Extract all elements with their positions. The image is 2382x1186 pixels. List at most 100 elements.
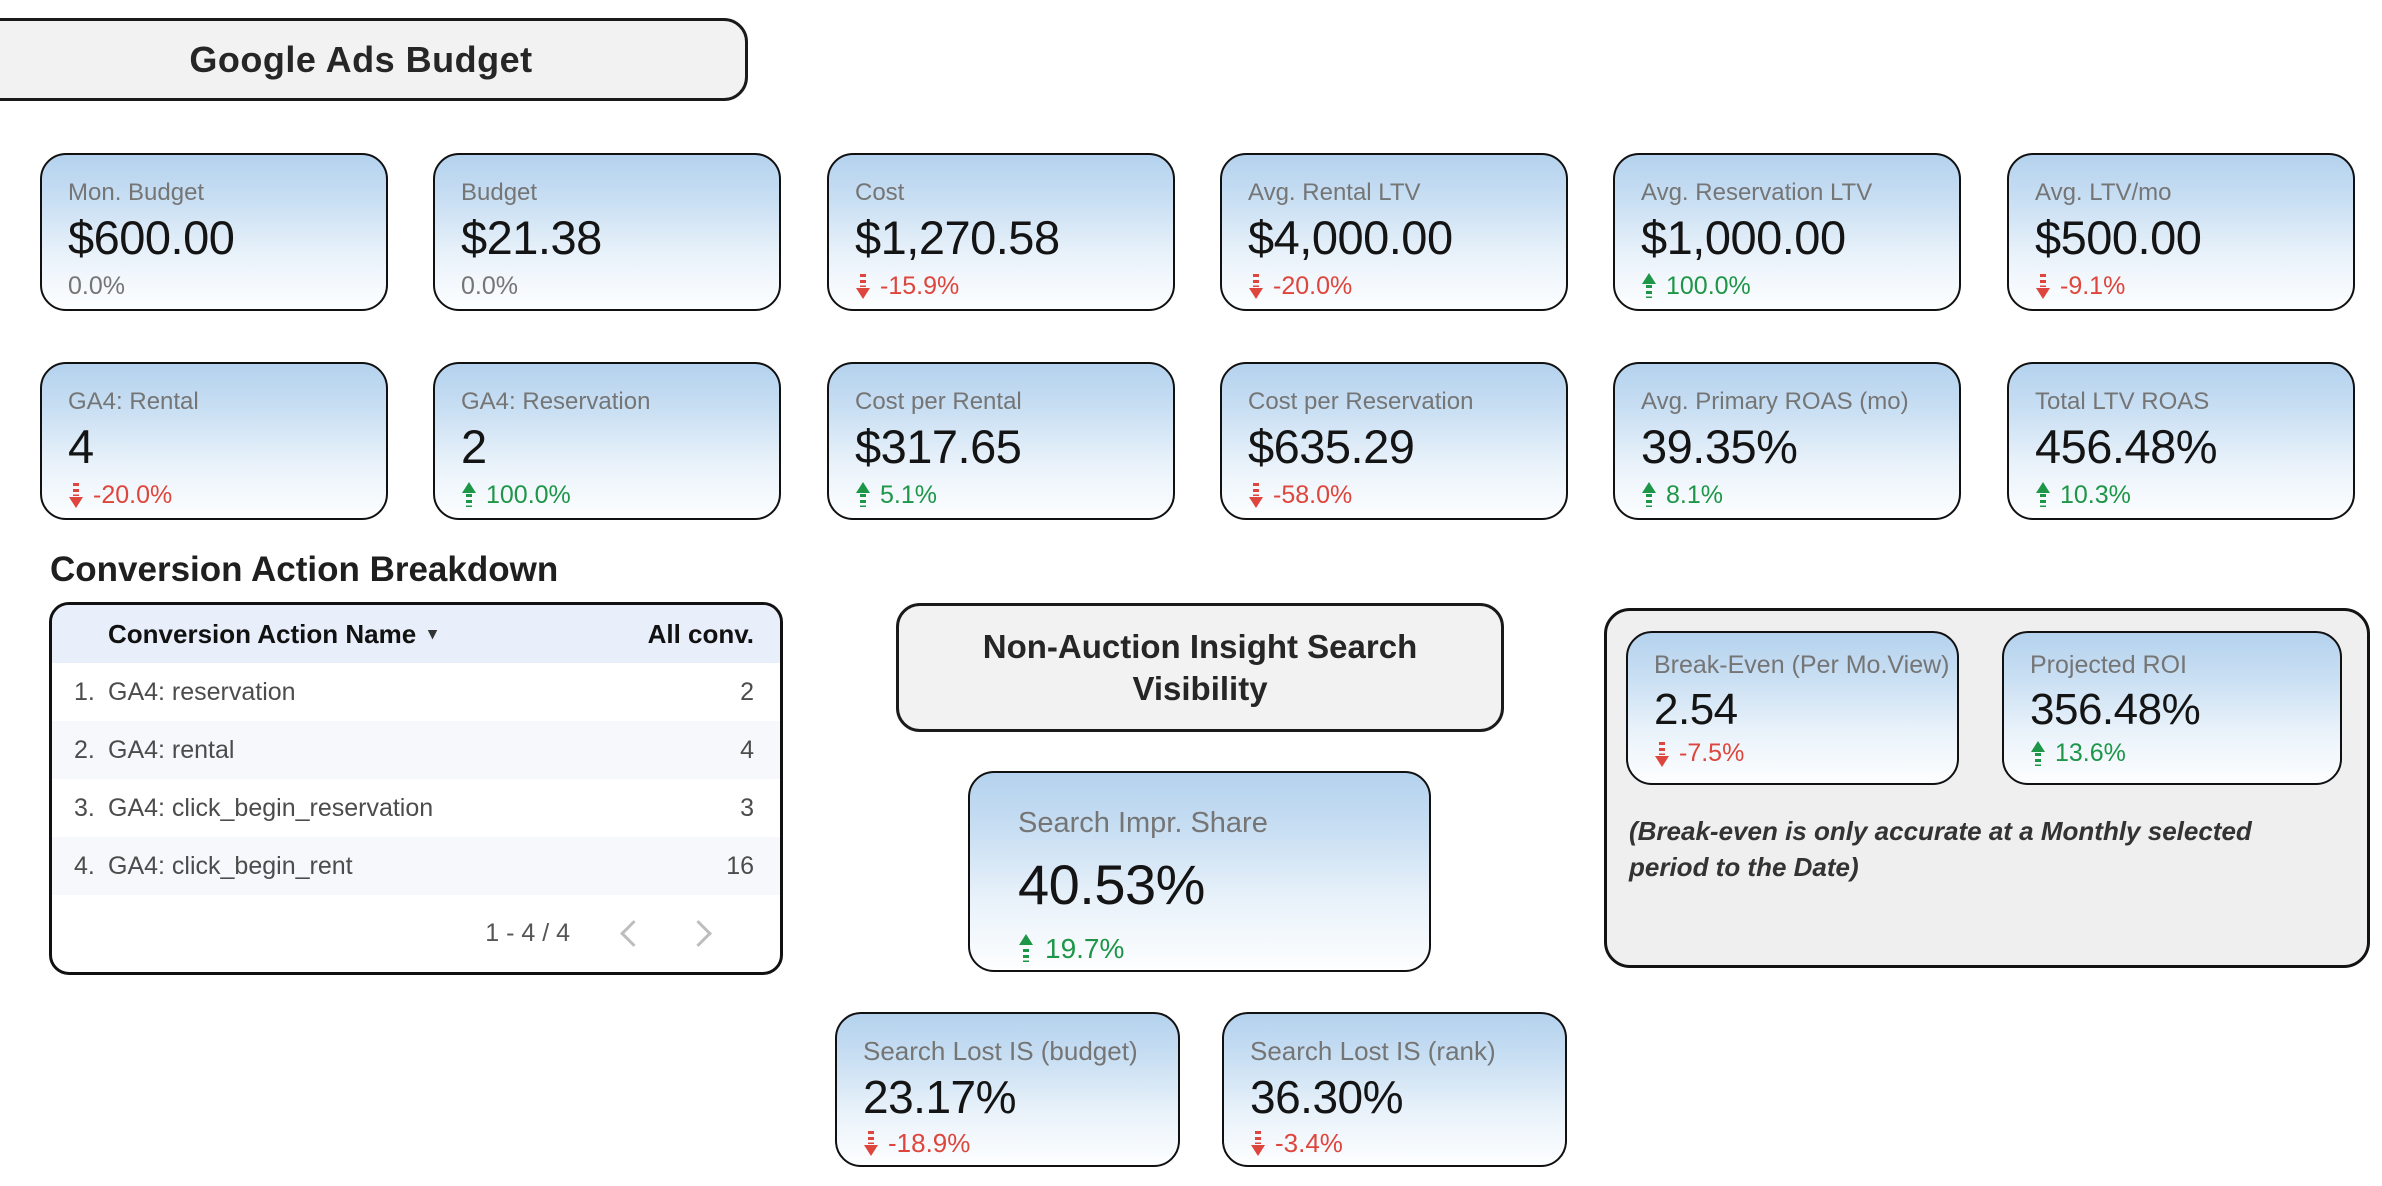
scorecard-value: 36.30% <box>1250 1071 1404 1123</box>
scorecard-value: 2.54 <box>1654 685 1738 734</box>
breakeven-panel: Break-Even (Per Mo.View) 2.54 -7.5% Proj… <box>1604 608 2370 968</box>
scorecard-delta: 19.7% <box>1018 933 1381 965</box>
row-name: GA4: rental <box>108 735 235 764</box>
scorecard-label: Search Impr. Share <box>1018 807 1268 839</box>
scorecard-value: $600.00 <box>68 211 235 264</box>
trend-arrow-icon <box>2030 740 2046 767</box>
row-name: GA4: click_begin_rent <box>108 851 353 880</box>
scorecard-label: Mon. Budget <box>68 179 205 206</box>
trend-arrow-icon <box>855 482 871 508</box>
scorecard-cost: Cost $1,270.58 -15.9% <box>827 153 1175 311</box>
scorecard-avg-rental-ltv: Avg. Rental LTV $4,000.00 -20.0% <box>1220 153 1568 311</box>
scorecard-label: GA4: Rental <box>68 388 199 415</box>
scorecard-search-impr-share: Search Impr. Share 40.53% 19.7% <box>968 771 1431 972</box>
scorecard-label: Avg. Rental LTV <box>1248 179 1421 206</box>
pagination-next-button[interactable] <box>685 920 712 947</box>
scorecard-delta: -3.4% <box>1250 1128 1539 1159</box>
scorecard-delta: 8.1% <box>1641 481 1933 510</box>
scorecard-delta: -58.0% <box>1248 481 1540 510</box>
trend-arrow-icon <box>461 482 477 508</box>
table-header-row: Conversion Action Name ▾ All conv. <box>52 605 780 663</box>
page-title-text: Google Ads Budget <box>189 38 533 80</box>
scorecard-delta-text: 19.7% <box>1045 932 1125 964</box>
scorecard-delta: 100.0% <box>461 481 753 510</box>
scorecard-delta-text: 100.0% <box>486 480 571 509</box>
scorecard-delta-text: -9.1% <box>2060 271 2126 300</box>
scorecard-value: 356.48% <box>2030 685 2201 734</box>
scorecard-delta-text: -58.0% <box>1273 480 1353 509</box>
trend-arrow-icon <box>2035 482 2051 508</box>
scorecard-delta-text: 5.1% <box>880 480 937 509</box>
row-index: 3. <box>74 793 95 822</box>
trend-arrow-icon <box>1641 273 1657 299</box>
scorecard-delta: 0.0% <box>68 272 360 301</box>
scorecard-cost-per-reservation: Cost per Reservation $635.29 -58.0% <box>1220 362 1568 520</box>
breakeven-note: (Break-even is only accurate at a Monthl… <box>1629 816 2252 882</box>
scorecard-ga4-reservation: GA4: Reservation 2 100.0% <box>433 362 781 520</box>
row-index: 1. <box>74 677 95 706</box>
scorecard-search-lost-is-budget: Search Lost IS (budget) 23.17% -18.9% <box>835 1012 1180 1167</box>
pagination-prev-button[interactable] <box>620 920 647 947</box>
scorecard-value: 40.53% <box>1018 853 1205 916</box>
scorecard-label: Avg. LTV/mo <box>2035 179 2172 206</box>
section-title-conversion-breakdown: Conversion Action Breakdown <box>50 550 559 589</box>
scorecard-value: 4 <box>68 420 94 473</box>
scorecard-avg-reservation-ltv: Avg. Reservation LTV $1,000.00 100.0% <box>1613 153 1961 311</box>
row-value: 2 <box>740 677 754 706</box>
scorecard-label: Cost per Reservation <box>1248 388 1474 415</box>
scorecard-value: $635.29 <box>1248 420 1415 473</box>
table-footer: 1 - 4 / 4 <box>52 895 780 972</box>
scorecard-delta: -9.1% <box>2035 272 2327 301</box>
column-header-all-conv[interactable]: All conv. <box>647 618 754 649</box>
scorecard-value: $500.00 <box>2035 211 2202 264</box>
trend-arrow-icon <box>68 482 84 509</box>
trend-arrow-icon <box>1248 482 1264 509</box>
table-row: 3. GA4: click_begin_reservation 3 <box>52 779 780 837</box>
scorecard-delta: -20.0% <box>68 481 360 510</box>
sort-caret-icon: ▾ <box>428 624 437 643</box>
scorecard-delta: 0.0% <box>461 272 753 301</box>
scorecard-delta: -18.9% <box>863 1128 1152 1159</box>
section-title-search-visibility: Non-Auction Insight Search Visibility <box>896 603 1504 732</box>
scorecard-delta-text: 0.0% <box>461 271 518 300</box>
scorecard-label: Avg. Reservation LTV <box>1641 179 1873 206</box>
scorecard-delta: 100.0% <box>1641 272 1933 301</box>
row-index: 2. <box>74 735 95 764</box>
scorecard-mon-budget: Mon. Budget $600.00 0.0% <box>40 153 388 311</box>
scorecard-delta-text: -3.4% <box>1275 1127 1343 1158</box>
scorecard-label: Total LTV ROAS <box>2035 388 2210 415</box>
trend-arrow-icon <box>1018 934 1036 963</box>
scorecard-delta-text: -20.0% <box>1273 271 1353 300</box>
trend-arrow-icon <box>1250 1130 1266 1157</box>
scorecard-value: 456.48% <box>2035 420 2218 473</box>
scorecard-delta: -20.0% <box>1248 272 1540 301</box>
trend-arrow-icon <box>855 273 871 300</box>
scorecard-budget: Budget $21.38 0.0% <box>433 153 781 311</box>
scorecard-delta-text: -18.9% <box>888 1127 971 1158</box>
scorecard-delta: -15.9% <box>855 272 1147 301</box>
scorecard-total-ltv-roas: Total LTV ROAS 456.48% 10.3% <box>2007 362 2355 520</box>
trend-arrow-icon <box>863 1130 879 1157</box>
scorecard-label: Cost per Rental <box>855 388 1022 415</box>
scorecard-delta: 5.1% <box>855 481 1147 510</box>
row-name: GA4: reservation <box>108 677 296 706</box>
page-title: Google Ads Budget <box>0 18 748 101</box>
table-row: 4. GA4: click_begin_rent 16 <box>52 837 780 895</box>
scorecard-delta: 13.6% <box>2030 739 2314 768</box>
scorecard-break-even: Break-Even (Per Mo.View) 2.54 -7.5% <box>1626 631 1959 785</box>
scorecard-delta-text: 0.0% <box>68 271 125 300</box>
scorecard-projected-roi: Projected ROI 356.48% 13.6% <box>2002 631 2342 785</box>
scorecard-delta-text: 13.6% <box>2055 739 2126 768</box>
column-header-conversion-action-name[interactable]: Conversion Action Name ▾ <box>108 619 648 650</box>
scorecard-delta-text: -7.5% <box>1679 739 1745 768</box>
scorecard-value: 2 <box>461 420 487 473</box>
scorecard-value: $1,270.58 <box>855 211 1060 264</box>
scorecard-label: Budget <box>461 179 538 206</box>
scorecard-delta-text: -20.0% <box>93 480 173 509</box>
scorecard-label: Break-Even (Per Mo.View) <box>1654 651 1950 679</box>
scorecard-value: $21.38 <box>461 211 602 264</box>
scorecard-cost-per-rental: Cost per Rental $317.65 5.1% <box>827 362 1175 520</box>
scorecard-delta-text: 100.0% <box>1666 271 1751 300</box>
scorecard-label: GA4: Reservation <box>461 388 651 415</box>
scorecard-label: Search Lost IS (rank) <box>1250 1036 1496 1066</box>
